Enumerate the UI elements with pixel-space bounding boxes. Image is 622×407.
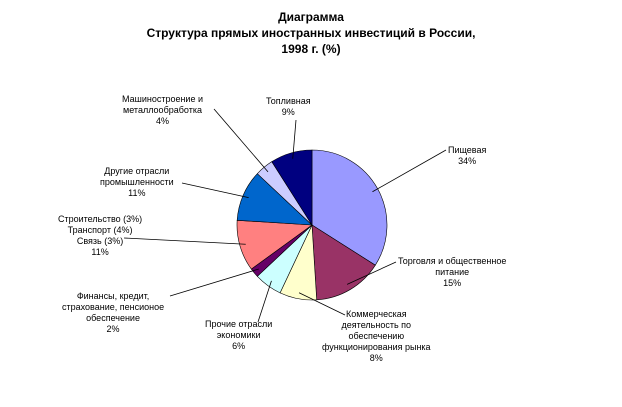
leader-line [292, 119, 297, 159]
leader-line [181, 182, 249, 198]
leader-line [123, 237, 246, 245]
leader-lines [123, 108, 447, 323]
label-trade: Торговля и общественное питание 15% [398, 256, 507, 288]
label-finance: Финансы, кредит, страхование, пенсионое об… [62, 291, 165, 334]
label-machinery: Машиностроение и металлообработка 4% [122, 94, 203, 126]
label-other-industry: Другие отрасли промышленности 11% [100, 166, 174, 198]
pie-slice [271, 149, 313, 227]
label-commercial: Коммерческая деятельность по обеспечению фу… [322, 309, 431, 363]
pie-slice [311, 224, 376, 301]
leader-line [346, 261, 397, 285]
label-other-economy: Прочие отрасли экономики 6% [205, 319, 273, 351]
label-food: Пищевая 34% [448, 145, 487, 166]
label-construction-transport: Строительство (3%) Транспорт (4%) Связь (3… [58, 214, 143, 257]
leader-line [372, 149, 447, 193]
chart-title-line-2: Структура прямых иностранных инвестиций … [146, 26, 476, 40]
chart-title-line-1: Диаграмма [278, 10, 344, 24]
leader-line [169, 268, 259, 297]
label-fuel: Топливная 9% [266, 96, 311, 117]
leader-line [257, 280, 272, 323]
leader-line [213, 108, 269, 173]
leader-line [298, 292, 346, 316]
chart-title-line-3: 1998 г. (%) [281, 42, 341, 56]
pie-slices [236, 149, 388, 301]
